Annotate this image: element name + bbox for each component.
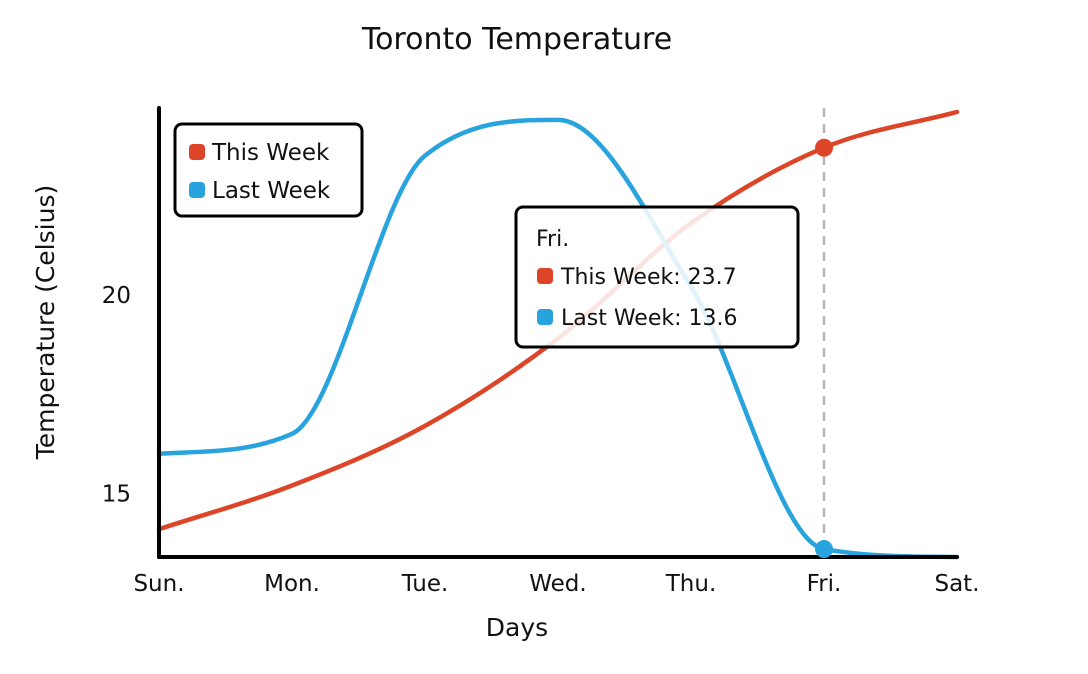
- y-axis-label: Temperature (Celsius): [31, 185, 60, 460]
- x-tick-label: Sun.: [133, 571, 184, 597]
- y-tick-label: 15: [102, 481, 131, 507]
- legend-entry: Last Week: [212, 178, 331, 204]
- legend-swatch: [189, 144, 205, 160]
- x-tick-label: Mon.: [264, 571, 320, 597]
- tooltip-title: Fri.: [536, 227, 569, 252]
- x-tick-label: Thu.: [665, 571, 717, 597]
- x-axis-label: Days: [486, 613, 548, 642]
- tooltip-entry: Last Week: 13.6: [561, 306, 737, 331]
- tooltip-swatch: [537, 309, 553, 325]
- tooltip: Fri. This Week: 23.7 Last Week: 13.6: [514, 205, 800, 349]
- tooltip-entry: This Week: 23.7: [560, 265, 737, 290]
- x-tick-label: Sat.: [934, 571, 979, 597]
- chart-title: Toronto Temperature: [361, 22, 672, 57]
- x-tick-label: Fri.: [807, 571, 842, 597]
- highlight-points: [815, 138, 833, 559]
- x-tick-label: Wed.: [529, 571, 586, 597]
- legend-box: [173, 122, 364, 218]
- legend: This Week Last Week: [173, 122, 364, 218]
- series-line-last-week: [156, 117, 960, 560]
- legend-swatch: [189, 182, 205, 198]
- tooltip-swatch: [537, 268, 553, 284]
- tooltip-box: [514, 205, 800, 349]
- y-tick-label: 20: [102, 283, 131, 309]
- highlight-point-last-week: [815, 540, 833, 559]
- x-tick-label: Tue.: [401, 571, 449, 597]
- legend-entry: This Week: [211, 140, 330, 166]
- tick-labels: Sun. Mon. Tue. Wed. Thu. Fri. Sat. 15 20: [102, 283, 980, 597]
- highlight-point-this-week: [815, 138, 833, 157]
